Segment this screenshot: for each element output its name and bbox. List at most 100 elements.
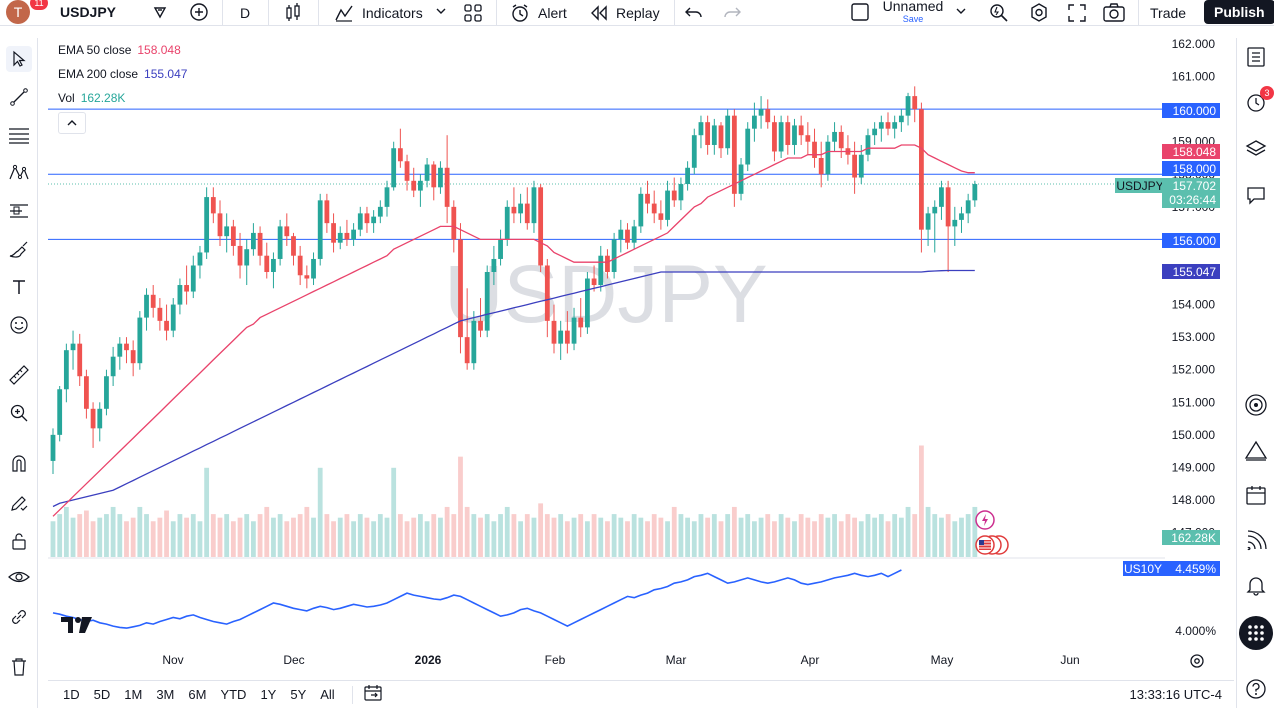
trash-icon[interactable]: [6, 654, 32, 680]
volume-bar: [952, 521, 958, 557]
volume-bar: [905, 506, 911, 557]
target-icon[interactable]: [1243, 392, 1269, 418]
timeframe-ytd-button[interactable]: YTD: [220, 687, 247, 702]
candle: [397, 128, 403, 168]
timeframe-3m-button[interactable]: 3M: [156, 687, 175, 702]
candle-body: [397, 148, 403, 162]
redo-icon[interactable]: [722, 3, 742, 24]
timeframe-1d-button[interactable]: 1D: [63, 687, 80, 702]
candle-body: [50, 434, 56, 461]
indicators-button[interactable]: Indicators: [326, 0, 431, 26]
ruler-icon[interactable]: [6, 362, 32, 388]
zoom-in-icon[interactable]: [6, 400, 32, 426]
alert-button[interactable]: Alert: [502, 0, 575, 26]
layout-name-button[interactable]: Unnamed Save: [878, 0, 948, 24]
layers-icon[interactable]: [1243, 136, 1269, 162]
economic-events-flag-icon[interactable]: [972, 534, 1010, 561]
ema200-legend[interactable]: EMA 200 close 155.047: [58, 67, 187, 81]
layout-chevron-down-icon[interactable]: [954, 4, 968, 21]
fib-retracement-icon[interactable]: [6, 122, 32, 148]
candle-body: [585, 278, 590, 328]
compare-icon[interactable]: [152, 4, 168, 23]
ema50-legend[interactable]: EMA 50 close 158.048: [58, 43, 181, 57]
candle-body: [952, 219, 958, 227]
candle: [337, 226, 343, 250]
candle-body: [939, 187, 944, 207]
candle-body: [304, 275, 310, 279]
alerts-clock-icon[interactable]: 3: [1243, 86, 1274, 116]
candle-body: [411, 180, 417, 191]
user-avatar[interactable]: T 11: [6, 0, 48, 24]
candle: [845, 135, 851, 165]
candle-type-icon[interactable]: [282, 2, 304, 27]
volume-bar: [357, 514, 363, 557]
price-axis-label: 161.000: [1172, 70, 1216, 84]
help-icon[interactable]: [1243, 676, 1269, 702]
emoji-icon[interactable]: [6, 312, 32, 338]
timezone-clock[interactable]: 13:33:16 UTC-4: [1129, 687, 1223, 702]
chat-icon[interactable]: [1243, 182, 1269, 208]
brush-icon[interactable]: [6, 236, 32, 262]
camera-icon[interactable]: [1102, 2, 1126, 27]
layout-checkbox-icon[interactable]: [850, 2, 870, 25]
timeframe-6m-button[interactable]: 6M: [188, 687, 207, 702]
candle-body: [898, 115, 904, 123]
date-range-calendar-icon[interactable]: [363, 684, 383, 705]
magnet-icon[interactable]: [6, 450, 32, 476]
candle-body: [371, 216, 377, 224]
timeframe-1y-button[interactable]: 1Y: [260, 687, 277, 702]
forecasting-icon[interactable]: [6, 198, 32, 224]
candle: [691, 128, 697, 175]
quick-search-icon[interactable]: [988, 2, 1010, 27]
apps-grid-icon[interactable]: [1239, 616, 1273, 650]
volume-bar: [458, 456, 463, 557]
calendar-icon[interactable]: [1243, 482, 1269, 508]
symbol-search-button[interactable]: USDJPY: [50, 0, 180, 24]
volume-bar: [598, 517, 604, 557]
streams-icon[interactable]: [1243, 528, 1269, 554]
ideas-icon[interactable]: [1243, 438, 1269, 464]
event-flash-icon[interactable]: [974, 509, 996, 536]
candle-body: [511, 206, 517, 214]
chevron-down-icon[interactable]: [434, 4, 448, 21]
cursor-icon[interactable]: [6, 46, 32, 72]
timeframe-5y-button[interactable]: 5Y: [290, 687, 307, 702]
collapse-legend-button[interactable]: [58, 112, 86, 134]
templates-icon[interactable]: [462, 2, 484, 27]
volume-bar: [665, 521, 670, 557]
tradingview-logo-icon[interactable]: [60, 615, 94, 640]
undo-icon[interactable]: [684, 3, 704, 24]
text-tool-icon[interactable]: [6, 274, 32, 300]
candle: [511, 187, 517, 224]
axis-settings-gear-icon[interactable]: [1188, 652, 1206, 675]
volume-bar: [384, 517, 390, 557]
timeframe-1m-button[interactable]: 1M: [124, 687, 143, 702]
candle: [244, 239, 250, 286]
volume-bar: [925, 506, 931, 557]
watchlist-icon[interactable]: [1243, 44, 1269, 70]
interval-button[interactable]: D: [232, 0, 258, 26]
time-axis-label: 2026: [415, 653, 442, 667]
candle-body: [291, 236, 296, 256]
notifications-bell-icon[interactable]: [1243, 572, 1269, 598]
trade-button[interactable]: Trade: [1142, 0, 1194, 26]
candle: [144, 288, 149, 331]
replay-button[interactable]: Replay: [582, 0, 668, 26]
volume-legend[interactable]: Vol 162.28K: [58, 91, 125, 105]
stay-drawing-icon[interactable]: [6, 490, 32, 516]
indicators-icon: [334, 4, 354, 22]
lock-icon[interactable]: [6, 528, 32, 554]
add-symbol-icon[interactable]: [188, 1, 210, 26]
right-sidebar: 3: [1236, 38, 1274, 708]
timeframe-all-button[interactable]: All: [320, 687, 335, 702]
publish-button[interactable]: Publish: [1204, 0, 1274, 24]
settings-gear-icon[interactable]: [1028, 2, 1050, 27]
trend-line-icon[interactable]: [6, 84, 32, 110]
timeframe-5d-button[interactable]: 5D: [93, 687, 111, 702]
patterns-icon[interactable]: [6, 160, 32, 186]
candle: [491, 245, 497, 286]
fullscreen-icon[interactable]: [1066, 2, 1088, 27]
eye-icon[interactable]: [6, 564, 32, 590]
link-icon[interactable]: [6, 604, 32, 630]
